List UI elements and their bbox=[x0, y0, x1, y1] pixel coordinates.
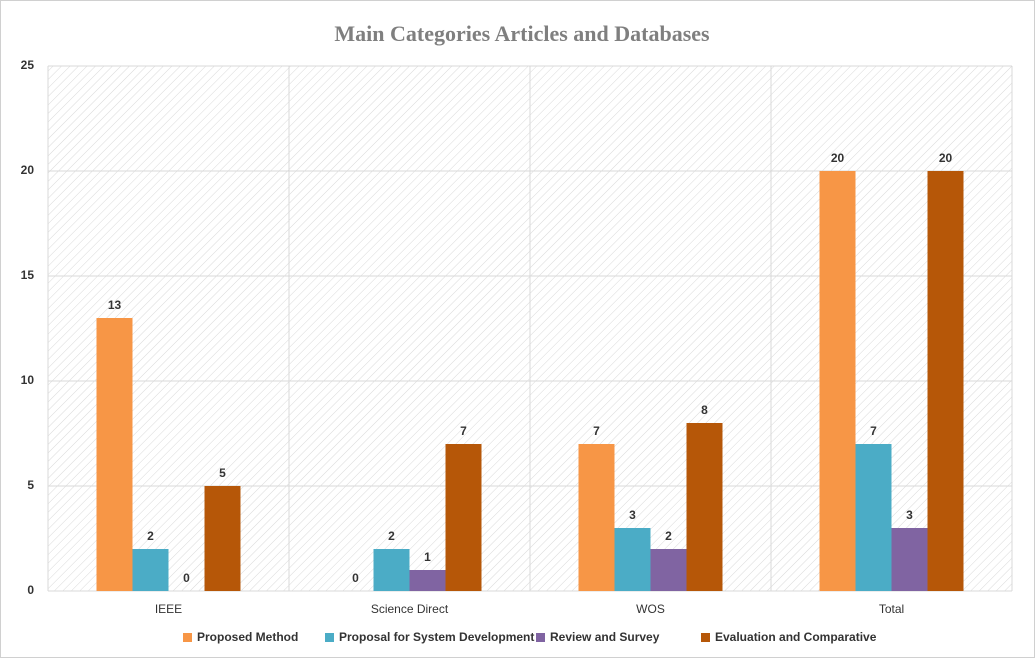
bar bbox=[855, 444, 892, 591]
x-tick-label: WOS bbox=[636, 602, 665, 616]
data-label: 8 bbox=[701, 403, 708, 417]
y-tick-label: 0 bbox=[27, 583, 34, 597]
bar bbox=[927, 171, 964, 591]
y-tick-label: 20 bbox=[21, 163, 35, 177]
bar bbox=[614, 528, 651, 591]
bar bbox=[578, 444, 615, 591]
legend-swatch bbox=[536, 633, 545, 642]
legend-swatch bbox=[325, 633, 334, 642]
bar bbox=[409, 570, 446, 591]
data-label: 7 bbox=[460, 424, 467, 438]
data-label: 5 bbox=[219, 466, 226, 480]
bar bbox=[819, 171, 856, 591]
bar bbox=[445, 444, 482, 591]
chart-title: Main Categories Articles and Databases bbox=[334, 21, 710, 46]
data-label: 7 bbox=[870, 424, 877, 438]
data-label: 2 bbox=[665, 529, 672, 543]
y-tick-label: 10 bbox=[21, 373, 35, 387]
data-label: 2 bbox=[388, 529, 395, 543]
x-tick-label: IEEE bbox=[155, 602, 182, 616]
y-tick-label: 15 bbox=[21, 268, 35, 282]
y-tick-label: 25 bbox=[21, 58, 35, 72]
x-tick-label: Science Direct bbox=[371, 602, 449, 616]
data-label: 20 bbox=[831, 151, 845, 165]
legend-label: Proposal for System Development bbox=[339, 630, 534, 644]
data-label: 2 bbox=[147, 529, 154, 543]
legend-label: Review and Survey bbox=[550, 630, 660, 644]
bar bbox=[373, 549, 410, 591]
legend-label: Proposed Method bbox=[197, 630, 298, 644]
bar bbox=[132, 549, 169, 591]
x-tick-label: Total bbox=[879, 602, 904, 616]
data-label: 3 bbox=[906, 508, 913, 522]
bar bbox=[204, 486, 241, 591]
legend-label: Evaluation and Comparative bbox=[715, 630, 877, 644]
data-label: 20 bbox=[939, 151, 953, 165]
bar bbox=[96, 318, 133, 591]
legend-swatch bbox=[183, 633, 192, 642]
data-label: 3 bbox=[629, 508, 636, 522]
bar bbox=[650, 549, 687, 591]
legend-swatch bbox=[701, 633, 710, 642]
data-label: 13 bbox=[108, 298, 122, 312]
data-label: 7 bbox=[593, 424, 600, 438]
bar bbox=[891, 528, 928, 591]
data-label: 1 bbox=[424, 550, 431, 564]
data-label: 0 bbox=[352, 571, 359, 585]
data-label: 0 bbox=[183, 571, 190, 585]
bar bbox=[686, 423, 723, 591]
y-tick-label: 5 bbox=[27, 478, 34, 492]
